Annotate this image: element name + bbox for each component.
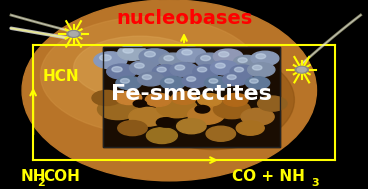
- Circle shape: [130, 61, 158, 75]
- Circle shape: [134, 63, 144, 68]
- Circle shape: [177, 119, 206, 134]
- Circle shape: [241, 108, 274, 125]
- Text: 2: 2: [37, 178, 45, 188]
- Circle shape: [98, 99, 138, 120]
- Bar: [103, 47, 280, 147]
- Circle shape: [69, 32, 78, 36]
- Text: nucleobases: nucleobases: [116, 9, 252, 28]
- Text: COH: COH: [43, 169, 80, 184]
- Circle shape: [164, 56, 174, 61]
- Ellipse shape: [132, 50, 294, 149]
- Circle shape: [223, 93, 248, 106]
- Circle shape: [213, 49, 243, 64]
- Circle shape: [120, 79, 130, 83]
- Circle shape: [67, 30, 80, 37]
- Circle shape: [233, 55, 260, 69]
- Bar: [103, 47, 280, 147]
- Circle shape: [170, 63, 198, 77]
- Circle shape: [123, 48, 133, 53]
- Ellipse shape: [22, 0, 316, 181]
- Circle shape: [198, 94, 222, 106]
- Text: Fe-smectites: Fe-smectites: [111, 84, 272, 104]
- Circle shape: [138, 72, 164, 86]
- Circle shape: [133, 100, 146, 107]
- Circle shape: [182, 74, 208, 88]
- Circle shape: [193, 65, 219, 78]
- Circle shape: [219, 52, 229, 57]
- Circle shape: [213, 100, 250, 119]
- Circle shape: [230, 65, 256, 78]
- Circle shape: [215, 63, 225, 68]
- Circle shape: [157, 67, 166, 72]
- Circle shape: [248, 63, 275, 77]
- Circle shape: [238, 58, 247, 63]
- Circle shape: [94, 52, 127, 69]
- Circle shape: [252, 65, 262, 70]
- Circle shape: [256, 54, 266, 59]
- Circle shape: [188, 105, 224, 124]
- Text: CO + NH: CO + NH: [232, 169, 305, 184]
- Circle shape: [156, 118, 175, 127]
- Text: HCN: HCN: [42, 69, 79, 84]
- Circle shape: [142, 75, 152, 79]
- Circle shape: [295, 66, 308, 73]
- Circle shape: [205, 77, 230, 89]
- Circle shape: [145, 51, 155, 57]
- Circle shape: [116, 91, 142, 105]
- Circle shape: [195, 105, 210, 113]
- Circle shape: [159, 53, 187, 67]
- Circle shape: [129, 107, 166, 126]
- Circle shape: [160, 77, 185, 89]
- Circle shape: [146, 128, 177, 143]
- Circle shape: [165, 79, 174, 83]
- Text: 3: 3: [311, 178, 319, 188]
- Circle shape: [210, 61, 238, 75]
- Circle shape: [145, 93, 171, 106]
- Ellipse shape: [40, 17, 261, 134]
- Circle shape: [187, 77, 196, 81]
- Circle shape: [107, 64, 136, 79]
- Circle shape: [171, 91, 197, 104]
- Circle shape: [182, 50, 192, 55]
- Circle shape: [118, 121, 147, 136]
- Circle shape: [201, 56, 210, 61]
- Circle shape: [198, 67, 207, 72]
- Circle shape: [118, 45, 147, 60]
- Circle shape: [206, 126, 236, 141]
- Circle shape: [152, 65, 179, 78]
- Circle shape: [236, 121, 264, 135]
- Text: NH: NH: [20, 169, 46, 184]
- Circle shape: [245, 77, 270, 89]
- Circle shape: [209, 79, 218, 83]
- Circle shape: [100, 55, 111, 61]
- Ellipse shape: [74, 36, 206, 99]
- Circle shape: [112, 67, 122, 72]
- Circle shape: [177, 47, 206, 62]
- Circle shape: [234, 67, 244, 72]
- Circle shape: [297, 67, 306, 72]
- Circle shape: [250, 79, 258, 83]
- Circle shape: [156, 97, 197, 118]
- Circle shape: [227, 75, 236, 79]
- Circle shape: [116, 76, 142, 89]
- Circle shape: [139, 49, 170, 64]
- Circle shape: [92, 90, 121, 105]
- Circle shape: [223, 73, 248, 86]
- Circle shape: [258, 96, 287, 111]
- Circle shape: [175, 65, 185, 70]
- Circle shape: [196, 53, 224, 67]
- Circle shape: [251, 51, 279, 66]
